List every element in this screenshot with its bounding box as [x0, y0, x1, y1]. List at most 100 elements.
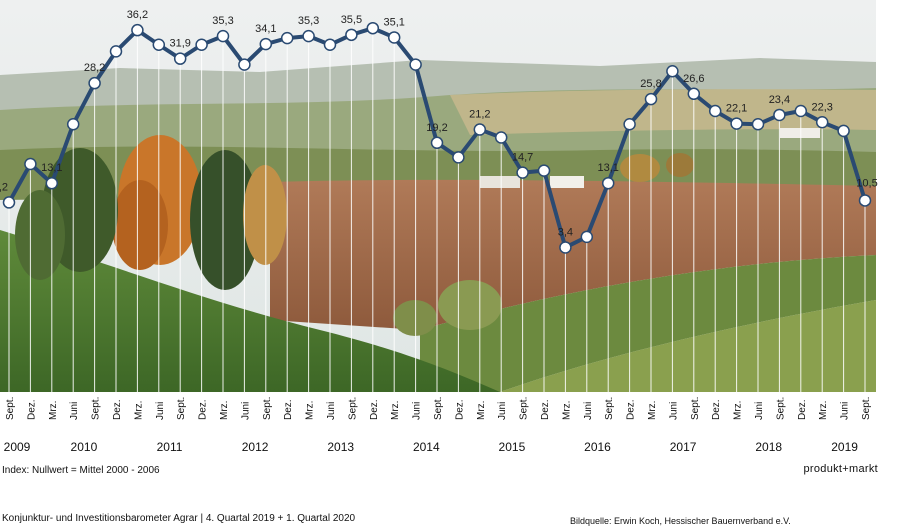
year-label-2017: 2017: [670, 440, 697, 454]
x-axis-year-labels: 2009 2010 2011 2012 2013 2014 2015 2016 2017 2018…: [4, 440, 859, 454]
x-tick-label-5: Dez.: [112, 399, 123, 420]
data-label-0: 10,2: [0, 181, 8, 193]
background-landscape-photo: [0, 0, 876, 392]
data-point-0: [2, 196, 16, 209]
x-tick-label-25: Dez.: [540, 399, 551, 420]
data-point-11: [238, 58, 251, 71]
x-tick-label-2: Mrz.: [48, 401, 59, 420]
data-point-20: [430, 136, 444, 150]
data-point-35: [751, 118, 765, 131]
data-point-33: [708, 104, 722, 118]
year-label-2018: 2018: [755, 440, 782, 454]
footer-image-credit: Bildquelle: Erwin Koch, Hessischer Bauer…: [570, 516, 791, 526]
x-tick-label-6: Mrz.: [133, 401, 144, 420]
brand-logo-text: produkt+markt: [803, 463, 878, 475]
x-axis-tick-labels: Sept. Dez. Mrz. Juni Sept. Dez. Mrz. Juni Sept. D…: [5, 397, 872, 420]
data-label-24: 14,7: [512, 152, 533, 164]
year-label-2009: 2009: [4, 440, 31, 454]
x-tick-label-14: Mrz.: [305, 401, 316, 420]
data-point-15: [323, 38, 337, 51]
data-point-2: [45, 176, 59, 190]
data-label-26: 3,4: [558, 226, 573, 238]
x-tick-label-29: Dez.: [626, 399, 637, 420]
data-label-10: 35,3: [212, 15, 233, 27]
data-point-26: [559, 241, 572, 254]
data-point-14: [302, 29, 315, 43]
x-tick-label-27: Juni: [583, 402, 594, 420]
x-tick-label-18: Mrz.: [390, 401, 401, 420]
x-tick-label-1: Dez.: [26, 399, 37, 420]
year-label-2011: 2011: [157, 440, 183, 454]
data-point-31: [666, 65, 679, 78]
x-tick-label-24: Sept.: [519, 397, 530, 420]
x-tick-label-19: Juni: [412, 402, 423, 420]
year-label-2016: 2016: [584, 440, 611, 454]
data-point-38: [815, 116, 829, 129]
x-tick-label-38: Mrz.: [818, 401, 829, 420]
data-label-30: 25,8: [640, 78, 661, 90]
x-tick-label-23: Juni: [497, 402, 508, 420]
data-point-12: [259, 37, 273, 51]
data-point-40: [858, 194, 872, 207]
x-tick-label-13: Dez.: [283, 399, 294, 420]
data-point-18: [387, 31, 401, 44]
data-point-24: [516, 166, 529, 179]
drop-lines: [8, 28, 866, 392]
x-tick-label-0: Sept.: [5, 397, 16, 420]
data-label-38: 22,3: [811, 101, 832, 113]
data-point-30: [644, 92, 658, 106]
data-point-16: [345, 28, 358, 42]
data-label-2: 13,1: [41, 162, 62, 174]
data-point-32: [687, 87, 701, 101]
data-point-1: [24, 157, 37, 171]
index-note: Index: Nullwert = Mittel 2000 - 2006: [2, 465, 160, 476]
data-label-12: 34,1: [255, 23, 276, 35]
data-point-6: [131, 23, 144, 37]
x-tick-label-21: Dez.: [454, 399, 465, 420]
data-point-5: [109, 45, 123, 58]
x-tick-label-15: Juni: [326, 402, 337, 420]
x-tick-label-30: Mrz.: [647, 401, 658, 420]
data-point-29: [623, 118, 636, 131]
x-tick-label-26: Mrz.: [561, 401, 572, 420]
data-point-4: [88, 76, 101, 90]
year-label-2012: 2012: [242, 440, 269, 454]
data-label-8: 31,9: [169, 38, 190, 50]
x-tick-label-37: Dez.: [797, 399, 808, 420]
data-point-10: [216, 29, 230, 43]
x-tick-label-32: Sept.: [690, 397, 701, 420]
x-tick-label-17: Dez.: [369, 399, 380, 420]
year-label-2010: 2010: [71, 440, 98, 454]
data-label-22: 21,2: [469, 109, 490, 121]
year-label-2019: 2019: [831, 440, 858, 454]
data-point-34: [730, 117, 743, 130]
data-markers: [2, 21, 872, 254]
data-point-8: [173, 52, 187, 65]
x-tick-label-10: Mrz.: [219, 401, 230, 420]
data-labels: 10,2 13,1 28,2 36,2 31,9 35,3 34,1 35,3 35,5 35,1…: [0, 9, 878, 238]
x-tick-label-39: Juni: [840, 402, 851, 420]
data-point-21: [452, 151, 465, 164]
data-label-6: 36,2: [127, 9, 148, 21]
x-tick-label-22: Mrz.: [476, 401, 487, 420]
x-tick-label-12: Sept.: [262, 397, 273, 420]
data-label-40: 10,5: [856, 177, 877, 189]
data-point-36: [773, 108, 786, 122]
data-point-27: [580, 230, 594, 244]
x-tick-label-36: Sept.: [775, 397, 786, 420]
data-point-13: [280, 31, 294, 45]
data-point-28: [601, 176, 615, 190]
x-tick-label-16: Sept.: [347, 397, 358, 420]
data-label-34: 22,1: [726, 103, 747, 115]
data-point-7: [152, 38, 166, 51]
data-label-16: 35,5: [341, 14, 362, 26]
x-tick-label-11: Juni: [240, 402, 251, 420]
data-point-17: [366, 21, 380, 35]
footer-source-title: Konjunktur- und Investitionsbarometer Ag…: [2, 513, 356, 524]
x-tick-label-28: Sept.: [604, 397, 615, 420]
data-point-22: [473, 123, 487, 136]
data-point-19: [409, 58, 422, 71]
year-label-2014: 2014: [413, 440, 440, 454]
data-point-23: [494, 131, 508, 144]
